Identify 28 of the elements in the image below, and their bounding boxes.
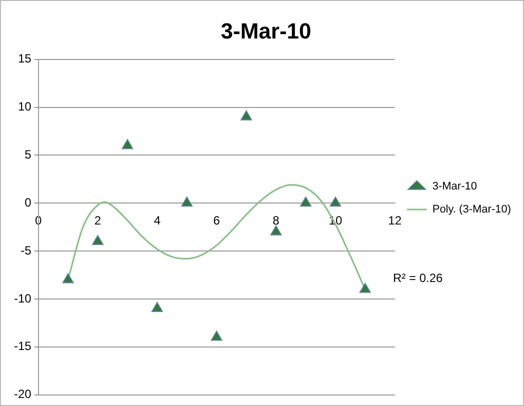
x-tick-label: 2: [94, 214, 102, 228]
y-tick-label: -5: [20, 243, 32, 258]
y-tick-label: 0: [24, 195, 32, 210]
point: [181, 196, 193, 207]
y-tick-label: 5: [24, 148, 32, 162]
x-tick-label: 12: [388, 214, 402, 228]
y-tick-label: -15: [14, 339, 32, 354]
point: [210, 330, 222, 341]
point: [62, 273, 74, 284]
point: [92, 234, 104, 245]
annotation: R² = 0.26: [393, 271, 443, 285]
legend-label: 3-Mar-10: [432, 180, 477, 193]
y-tick-label: -20: [14, 387, 32, 402]
point: [300, 196, 312, 207]
x-tick-label: 6: [213, 214, 220, 228]
x-tick-label: 4: [154, 214, 161, 228]
x-tick-label: 8: [272, 214, 280, 228]
y-tick-label: 10: [18, 100, 32, 114]
chart-title: 3-Mar-10: [220, 18, 312, 44]
y-tick-label: 15: [18, 52, 32, 66]
legend-label: Poly. (3-Mar-10): [432, 204, 512, 216]
y-tick-label: -10: [14, 291, 32, 306]
point: [330, 196, 342, 207]
point: [270, 225, 282, 236]
point: [359, 282, 371, 293]
point: [240, 110, 252, 120]
point: [122, 139, 134, 150]
point: [151, 302, 163, 312]
